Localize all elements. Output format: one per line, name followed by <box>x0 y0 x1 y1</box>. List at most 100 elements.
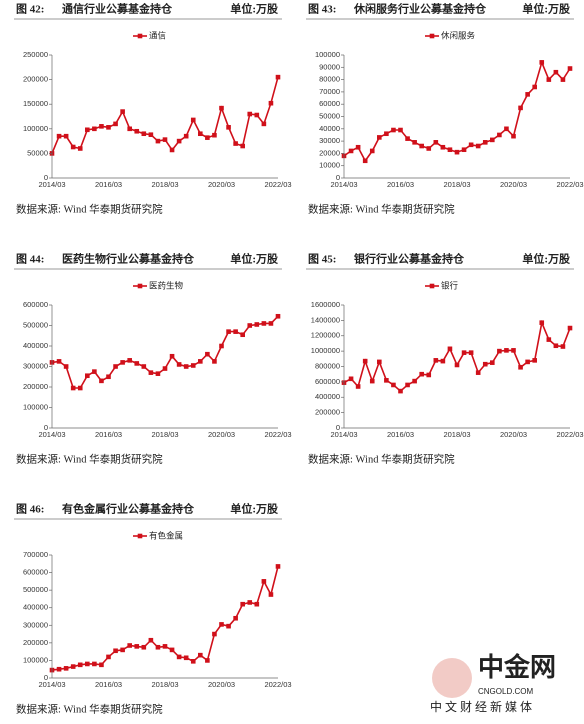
y-tick-label: 250000 <box>23 50 48 59</box>
y-tick-label: 600000 <box>315 377 340 386</box>
y-tick-label: 20000 <box>319 148 340 157</box>
y-tick-label: 600000 <box>23 300 48 309</box>
figure-title: 休闲服务行业公募基金持仓 <box>353 2 487 16</box>
x-tick-label: 2014/03 <box>330 180 357 189</box>
x-tick-label: 2018/03 <box>443 430 470 439</box>
y-tick-label: 80000 <box>319 75 340 84</box>
x-tick-label: 2020/03 <box>208 430 235 439</box>
y-tick-label: 90000 <box>319 62 340 71</box>
y-tick-label: 1200000 <box>311 331 340 340</box>
figure-title: 银行行业公募基金持仓 <box>354 252 465 266</box>
x-tick-label: 2020/03 <box>208 680 235 689</box>
watermark-logo: 中金网 <box>478 652 556 682</box>
marker <box>567 325 573 331</box>
line <box>51 76 279 154</box>
unit: 单位:万股 <box>522 252 571 266</box>
y-tick-label: 400000 <box>23 341 48 350</box>
y-tick-label: 1000000 <box>311 346 340 355</box>
figure-title: 通信行业公募基金持仓 <box>62 2 173 16</box>
y-tick-label: 400000 <box>315 392 340 401</box>
x-tick-label: 2018/03 <box>151 430 178 439</box>
x-tick-label: 2014/03 <box>38 180 65 189</box>
y-tick-label: 0 <box>44 173 48 182</box>
y-tick-label: 60000 <box>319 99 340 108</box>
source: 数据来源: Wind 华泰期货研究院 <box>308 452 455 465</box>
y-tick-label: 700000 <box>23 550 48 559</box>
unit: 单位:万股 <box>522 2 571 16</box>
figure-number: 图 44: <box>16 253 44 266</box>
y-tick-label: 300000 <box>23 361 48 370</box>
x-tick-label: 2016/03 <box>387 430 414 439</box>
y-tick-label: 200000 <box>23 75 48 84</box>
y-tick-label: 50000 <box>27 148 48 157</box>
x-tick-label: 2016/03 <box>387 180 414 189</box>
x-tick-label: 2018/03 <box>443 180 470 189</box>
x-tick-label: 2018/03 <box>151 680 178 689</box>
x-tick-label: 2018/03 <box>151 180 178 189</box>
x-tick-label: 2022/03 <box>556 430 583 439</box>
legend-label: 医药生物 <box>149 280 184 290</box>
y-tick-label: 400000 <box>23 603 48 612</box>
y-tick-label: 1400000 <box>311 315 340 324</box>
marker <box>275 313 281 319</box>
x-tick-label: 2014/03 <box>38 430 65 439</box>
figure-title: 有色金属行业公募基金持仓 <box>62 502 195 516</box>
y-tick-label: 500000 <box>23 585 48 594</box>
figure-title: 医药生物行业公募基金持仓 <box>62 252 195 266</box>
x-tick-label: 2016/03 <box>95 430 122 439</box>
line <box>51 315 279 389</box>
y-tick-label: 150000 <box>23 99 48 108</box>
unit: 单位:万股 <box>230 252 279 266</box>
unit: 单位:万股 <box>230 2 279 16</box>
figure-number: 图 43: <box>308 3 336 16</box>
line <box>343 319 571 393</box>
line <box>343 59 571 163</box>
y-tick-label: 100000 <box>23 655 48 664</box>
y-tick-label: 1600000 <box>311 300 340 309</box>
watermark-slogan: 中 文 财 经 新 媒 体 <box>430 699 532 714</box>
unit: 单位:万股 <box>230 502 279 516</box>
legend-label: 通信 <box>149 30 167 40</box>
y-tick-label: 200000 <box>23 638 48 647</box>
line <box>51 566 279 671</box>
y-tick-label: 0 <box>44 673 48 682</box>
y-tick-label: 800000 <box>315 361 340 370</box>
figure-number: 图 46: <box>16 503 44 516</box>
legend-label: 休闲服务 <box>441 30 476 40</box>
watermark-site: CNGOLD.COM <box>478 687 533 696</box>
y-tick-label: 100000 <box>23 402 48 411</box>
y-tick-label: 40000 <box>319 124 340 133</box>
y-tick-label: 500000 <box>23 320 48 329</box>
y-tick-label: 30000 <box>319 136 340 145</box>
y-tick-label: 200000 <box>315 408 340 417</box>
y-tick-label: 100000 <box>23 124 48 133</box>
source: 数据来源: Wind 华泰期货研究院 <box>16 202 163 215</box>
y-tick-label: 50000 <box>319 111 340 120</box>
y-tick-label: 10000 <box>319 161 340 170</box>
figure-number: 图 45: <box>308 253 336 266</box>
y-tick-label: 200000 <box>23 382 48 391</box>
x-tick-label: 2014/03 <box>330 430 357 439</box>
legend-label: 有色金属 <box>149 530 183 540</box>
figure-number: 图 42: <box>16 3 44 16</box>
x-tick-label: 2020/03 <box>500 430 527 439</box>
x-tick-label: 2022/03 <box>264 430 291 439</box>
y-tick-label: 70000 <box>319 87 340 96</box>
x-tick-label: 2020/03 <box>208 180 235 189</box>
legend-label: 银行 <box>441 280 459 290</box>
y-tick-label: 600000 <box>23 568 48 577</box>
y-tick-label: 0 <box>44 423 48 432</box>
y-tick-label: 100000 <box>315 50 340 59</box>
y-tick-label: 0 <box>336 173 340 182</box>
x-tick-label: 2022/03 <box>556 180 583 189</box>
x-tick-label: 2014/03 <box>38 680 65 689</box>
x-tick-label: 2022/03 <box>264 680 291 689</box>
x-tick-label: 2016/03 <box>95 180 122 189</box>
x-tick-label: 2022/03 <box>264 180 291 189</box>
watermark-icon <box>432 658 472 698</box>
x-tick-label: 2020/03 <box>500 180 527 189</box>
y-tick-label: 0 <box>336 423 340 432</box>
x-tick-label: 2016/03 <box>95 680 122 689</box>
